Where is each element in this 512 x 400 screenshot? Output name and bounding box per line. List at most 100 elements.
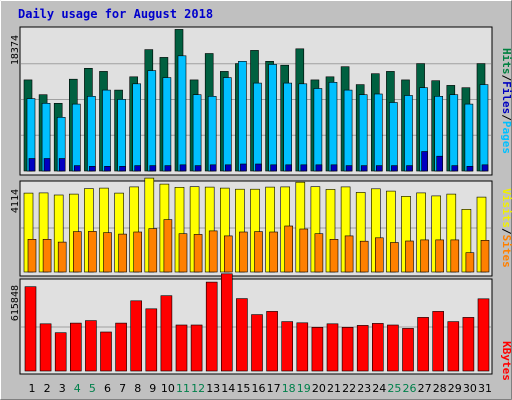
kbytes-bar [387,324,399,372]
x-tick-label: 11 [176,382,190,395]
panel-kbytes-legend: KBytes [500,341,512,381]
panel-kbytes: 615848 KBytes [10,273,512,381]
sites-bar [178,233,188,273]
x-tick-label: 8 [134,382,141,395]
pages-bar [330,164,338,172]
x-tick-label: 14 [221,382,235,395]
sites-bar [193,234,203,273]
pages-bar [436,155,444,172]
sites-bar [148,228,158,273]
sites-bar [73,231,82,273]
x-tick-label: 21 [327,382,341,395]
sites-bar [390,242,399,273]
kbytes-bar [39,323,52,372]
x-tick-label: 13 [206,382,220,395]
pages-bar [406,165,413,172]
kbytes-bar [236,298,248,372]
files-bar [102,89,111,172]
pages-bar [209,164,217,172]
files-bar [298,83,308,172]
pages-bar [360,165,368,172]
panel-visits-legend: Visits/Sites [500,188,512,268]
files-bar [389,102,398,172]
files-bar [192,94,202,172]
sites-bar [27,239,37,273]
x-tick-label: 31 [478,382,492,395]
kbytes-bar [356,325,369,372]
kbytes-bar [432,311,445,372]
kbytes-bar [341,326,354,372]
files-bar [177,55,187,172]
sites-bar [239,231,248,273]
kbytes-bar [221,273,233,372]
files-bar [328,82,338,172]
sites-bar [133,231,142,273]
kbytes-bar [145,308,158,372]
kbytes-bar [70,322,82,372]
x-tick-label: 30 [463,382,477,395]
kbytes-bar [281,321,294,372]
files-bar [373,93,383,172]
sites-bar [103,232,112,273]
pages-bar [375,165,383,172]
chart-title: Daily usage for August 2018 [18,7,213,21]
kbytes-bar [85,320,97,372]
sites-bar [450,239,460,273]
kbytes-bar [190,324,203,372]
sites-bar [435,239,445,273]
legend-item: Visits [500,188,512,228]
legend-item: Files [500,81,512,114]
sites-bar [163,219,173,273]
pages-bar [270,164,277,172]
x-tick-label: 9 [149,382,156,395]
legend-item: Pages [500,121,512,154]
x-tick-label: 2 [44,382,51,395]
sites-bar [344,235,354,273]
kbytes-bar [447,321,460,372]
pages-bar [391,165,398,172]
x-tick-label: 22 [342,382,356,395]
kbytes-bar [311,326,324,372]
x-tick-label: 19 [297,382,311,395]
pages-bar [74,165,81,172]
sites-bar [329,239,339,273]
files-bar [162,77,172,172]
panel-kbytes-ymax-label: 615848 [10,285,21,321]
legend-item: Hits [500,48,512,75]
files-bar [253,82,262,172]
kbytes-bar [130,300,142,372]
legend-item: KBytes [500,341,512,381]
kbytes-bar [266,311,278,372]
sites-bar [405,240,414,273]
sites-bar [269,231,278,273]
files-bar [313,88,323,172]
files-bar [449,94,459,172]
panel-kbytes-bars [21,273,491,372]
files-bar [223,77,232,172]
x-tick-label: 17 [267,382,281,395]
files-bar [464,103,474,172]
files-bar [117,99,126,172]
sites-bar [420,239,429,273]
pages-bar [255,163,262,172]
files-bar [283,82,293,172]
kbytes-bar [402,328,414,372]
kbytes-bar [326,323,339,372]
kbytes-bar [54,332,67,372]
x-tick-label: 7 [119,382,126,395]
x-tick-label: 1 [29,382,36,395]
sites-bar [254,231,263,273]
kbytes-bar [160,295,173,372]
panel-visits-ymax-label: 4114 [10,189,21,213]
kbytes-bar [371,323,384,372]
x-axis-day-labels: 1 2 3 4 5 6 7 8 9 10 11 12 13 14 15 16 17 18 19 20 21 22 23 24 2… [29,382,493,395]
x-tick-label: 5 [89,382,96,395]
pages-bar [28,158,36,172]
pages-bar [225,164,232,172]
sites-bar [314,233,324,273]
sites-bar [224,235,233,273]
pages-bar [89,166,96,172]
pages-bar [481,164,489,172]
sites-bar [118,233,127,273]
